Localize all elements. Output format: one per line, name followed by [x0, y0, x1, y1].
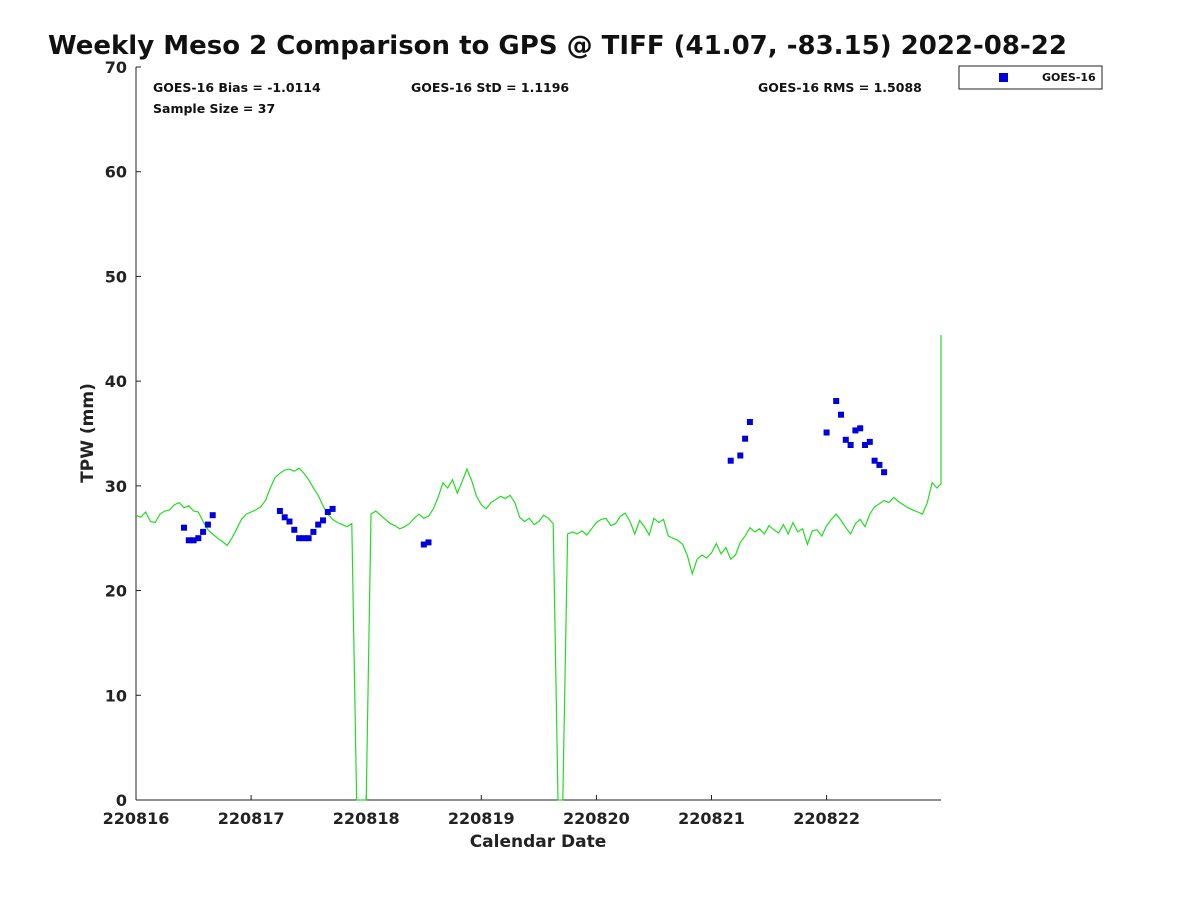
goes16-point	[852, 427, 859, 434]
x-tick-label: 220820	[563, 809, 630, 828]
x-tick-label: 220819	[448, 809, 515, 828]
legend-box	[958, 65, 1103, 90]
y-tick-label: 0	[116, 791, 127, 810]
stat-std: GOES-16 StD = 1.1196	[411, 80, 569, 95]
x-tick-label: 220816	[103, 809, 170, 828]
goes16-point	[876, 461, 883, 468]
goes16-point	[181, 524, 187, 531]
goes16-point	[310, 528, 317, 535]
goes16-point	[320, 517, 326, 524]
goes16-point	[291, 526, 298, 533]
y-tick-label: 40	[105, 372, 127, 391]
points-layer	[181, 398, 888, 548]
x-axis-label: Calendar Date	[470, 832, 607, 852]
goes16-point	[425, 539, 432, 546]
y-axis-ticks: 0 10 20 30 40 50 60 70	[105, 58, 141, 810]
stat-sample-size: Sample Size = 37	[153, 101, 275, 116]
y-tick-label: 50	[105, 267, 127, 286]
y-axis-label: TPW (mm)	[78, 383, 98, 483]
goes16-point	[833, 398, 840, 404]
goes16-point	[300, 535, 307, 542]
stat-bias: GOES-16 Bias = -1.0114	[153, 80, 321, 95]
goes16-point	[420, 541, 427, 548]
y-tick-label: 30	[105, 477, 127, 496]
goes16-point	[204, 521, 211, 528]
goes16-point	[823, 429, 830, 436]
goes16-point	[838, 411, 844, 418]
goes16-point	[190, 537, 197, 544]
gps-tpw-line	[135, 335, 942, 801]
legend: GOES-16	[958, 65, 1103, 90]
goes16-point	[742, 435, 749, 442]
goes16-point	[276, 508, 283, 514]
x-axis-ticks: 220816 220817 220818 220819 220820 220821 2208…	[103, 795, 860, 828]
series-layer	[135, 335, 942, 801]
goes16-point	[866, 438, 873, 445]
goes16-point	[737, 452, 744, 459]
goes16-point	[209, 512, 216, 519]
x-tick-label: 220821	[678, 809, 745, 828]
goes16-point	[200, 528, 207, 535]
goes16-point	[862, 442, 868, 448]
goes16-point	[195, 535, 202, 542]
goes16-point	[857, 425, 864, 432]
goes16-point	[881, 469, 888, 476]
goes16-point	[842, 436, 849, 443]
stat-rms: GOES-16 RMS = 1.5088	[758, 80, 922, 95]
x-tick-label: 220818	[333, 809, 400, 828]
goes16-point	[727, 457, 734, 464]
goes16-point	[324, 509, 331, 515]
y-tick-label: 20	[105, 582, 127, 601]
goes16-point	[871, 457, 878, 464]
goes16-point	[296, 535, 303, 542]
plot-frame	[135, 67, 941, 801]
goes16-point	[329, 505, 336, 512]
goes16-point	[305, 535, 312, 542]
chart-title: Weekly Meso 2 Comparison to GPS @ TIFF (…	[48, 31, 1067, 61]
y-tick-label: 70	[105, 58, 127, 77]
y-tick-label: 60	[105, 163, 127, 182]
goes16-point	[746, 419, 753, 425]
legend-label-goes16: GOES-16	[1042, 71, 1096, 84]
goes16-point	[847, 442, 854, 448]
y-tick-label: 10	[105, 686, 127, 705]
goes16-point	[185, 537, 192, 544]
legend-marker-goes16	[999, 73, 1008, 82]
goes16-point	[315, 521, 322, 528]
x-tick-label: 220817	[218, 809, 285, 828]
goes16-point	[281, 514, 288, 521]
goes16-point	[286, 518, 293, 525]
x-tick-label: 220822	[793, 809, 860, 828]
